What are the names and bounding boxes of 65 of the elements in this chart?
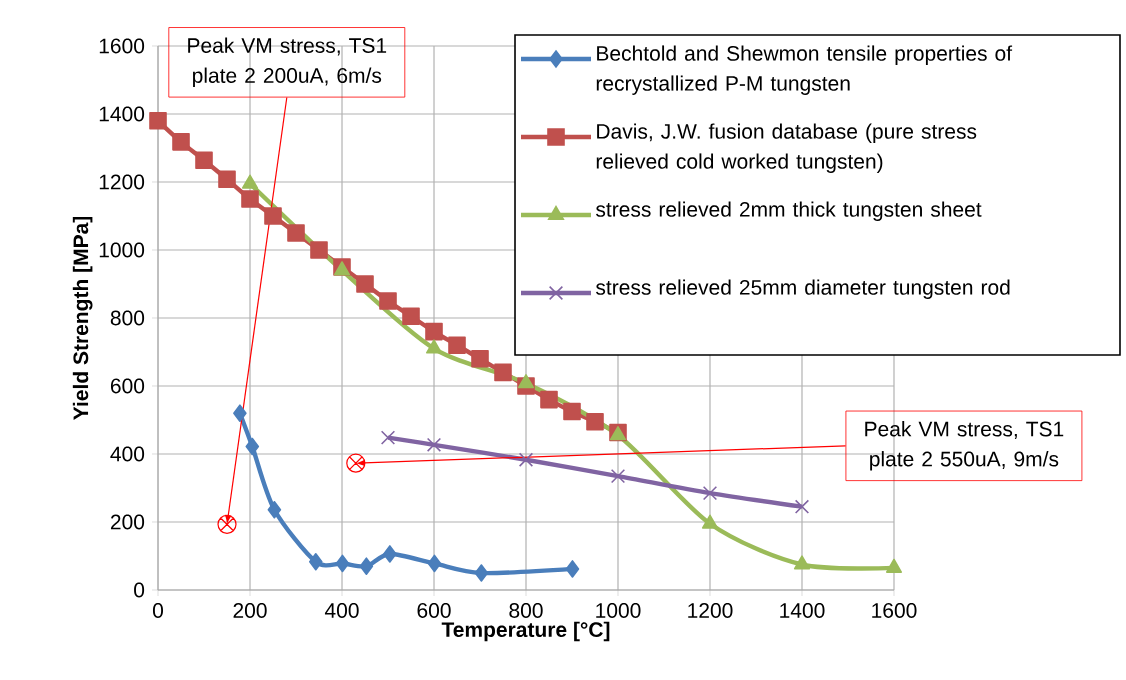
point xyxy=(287,224,305,242)
point xyxy=(586,412,604,431)
y-tick-label: 1400 xyxy=(99,106,145,122)
x-tick-label: 400 xyxy=(324,603,359,618)
point xyxy=(518,452,534,467)
annotation: Peak VM stress, TS1 plate 2 200uA, 6m/s xyxy=(188,37,387,88)
y-tick-label: 800 xyxy=(110,310,145,326)
x-tick-label: 600 xyxy=(417,603,451,618)
point xyxy=(471,349,489,368)
point xyxy=(425,322,443,341)
x-tick-label: 200 xyxy=(233,603,267,618)
point xyxy=(425,339,443,354)
point xyxy=(241,190,259,208)
point xyxy=(610,468,626,484)
x-tick-label: 1000 xyxy=(596,603,641,618)
point xyxy=(310,241,328,259)
point xyxy=(379,292,397,310)
legend-label: stress relieved 2mm thick tungsten sheet xyxy=(596,201,982,221)
point xyxy=(264,207,282,225)
y-tick-label: 400 xyxy=(110,446,145,462)
point xyxy=(195,151,213,170)
point xyxy=(245,437,260,456)
y-tick-label: 200 xyxy=(110,514,145,530)
point xyxy=(474,564,489,582)
legend-label: Davis, J.W. fusion database (pure stress relieved cold worked tungsten) xyxy=(596,123,977,173)
point xyxy=(426,437,442,452)
point xyxy=(335,554,350,573)
point xyxy=(448,336,466,354)
point xyxy=(494,363,512,382)
y-tick-label: 600 xyxy=(110,378,145,394)
point xyxy=(793,555,811,570)
x-tick-label: 1200 xyxy=(688,603,733,618)
point xyxy=(701,514,719,529)
point xyxy=(149,111,167,130)
point xyxy=(563,402,581,421)
point xyxy=(359,557,374,575)
point xyxy=(172,133,190,151)
point xyxy=(356,275,374,293)
point xyxy=(794,499,810,514)
x-tick-label: 800 xyxy=(509,603,543,618)
x-tick-label: 1600 xyxy=(872,603,917,618)
point xyxy=(540,390,558,409)
y-tick-label: 1600 xyxy=(99,38,145,54)
point xyxy=(702,485,718,501)
point xyxy=(308,552,323,571)
point xyxy=(267,500,282,519)
point xyxy=(427,554,442,573)
legend-label: Bechtold and Shewmon tensile properties of recrystallized P-M tungsten xyxy=(596,45,1013,95)
point xyxy=(565,560,580,578)
point xyxy=(402,307,420,326)
point xyxy=(885,558,903,573)
point xyxy=(233,404,247,422)
x-tick-label: 0 xyxy=(152,603,164,618)
y-tick-label: 0 xyxy=(134,582,145,598)
y-tick-label: 1200 xyxy=(99,174,145,190)
y-axis-title: Yield Strength [MPa] xyxy=(72,216,93,420)
y-tick-label: 1000 xyxy=(99,242,145,258)
point xyxy=(218,170,236,189)
point xyxy=(517,374,535,389)
legend-label: stress relieved 25mm diameter tungsten rod xyxy=(596,279,1010,299)
x-tick-label: 1400 xyxy=(780,603,825,618)
annotation: Peak VM stress, TS1 plate 2 550uA, 9m/s xyxy=(865,421,1064,471)
x-axis-title: Temperature [°C] xyxy=(441,621,610,642)
point xyxy=(383,545,397,563)
point xyxy=(380,430,396,445)
